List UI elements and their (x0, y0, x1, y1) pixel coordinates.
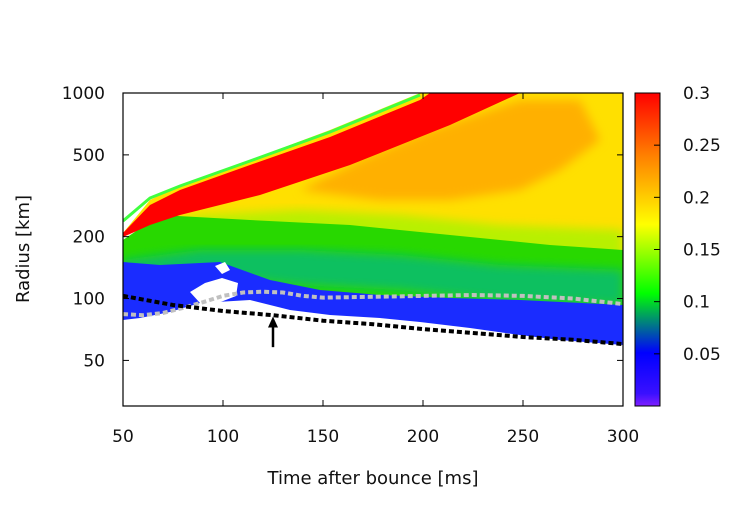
y-tick-label: 200 (73, 228, 105, 248)
black-dashed-curve (123, 293, 623, 347)
y-tick-label: 500 (73, 146, 105, 166)
gray-dashed-curve (123, 289, 623, 318)
blue-region (123, 262, 623, 345)
x-tick-label: 100 (207, 427, 239, 447)
shock-edge-green (123, 93, 421, 223)
y-axis-title: Radius [km] (13, 195, 34, 303)
plot-frame (122, 92, 624, 407)
orange-region (300, 100, 600, 200)
y-axis: 50 100 200 500 1000 (62, 84, 623, 371)
x-axis: 50 100 150 200 250 300 (112, 93, 639, 447)
colorbar-tick-label: 0.2 (683, 188, 710, 208)
annotation-arrow (268, 316, 278, 348)
colorbar-tick-label: 0.05 (683, 345, 721, 365)
x-tick-label: 50 (112, 427, 134, 447)
white-hole-2 (215, 262, 230, 274)
y-tick-label: 100 (73, 290, 105, 310)
heatmap-field (123, 93, 623, 345)
colorbar-tick-label: 0.25 (683, 136, 721, 156)
colorbar-tick-label: 0.1 (683, 293, 710, 313)
x-tick-label: 250 (507, 427, 539, 447)
x-axis-title: Time after bounce [ms] (267, 468, 479, 489)
x-tick-label: 300 (607, 427, 639, 447)
y-tick-label: 50 (83, 351, 105, 371)
colorbar-ticks: 0.05 0.1 0.15 0.2 0.25 0.3 (654, 84, 721, 365)
y-tick-label: 1000 (62, 84, 105, 104)
x-tick-label: 150 (307, 427, 339, 447)
colorbar-tick-label: 0.3 (683, 84, 710, 104)
x-tick-label: 200 (407, 427, 439, 447)
red-shock-band (123, 93, 520, 237)
colorbar-tick-label: 0.15 (683, 241, 721, 261)
teal-region (123, 250, 623, 305)
